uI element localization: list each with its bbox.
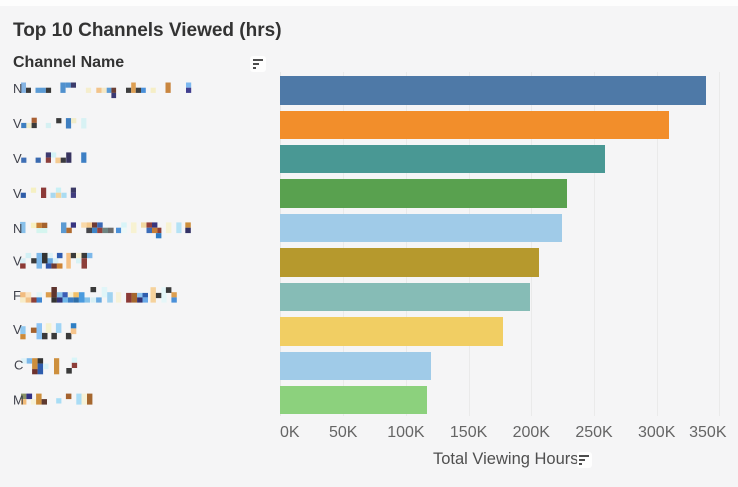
svg-text:V: V [13,116,22,131]
svg-text:N: N [13,221,22,236]
svg-text:M: M [13,392,24,407]
svg-text:V: V [13,186,22,201]
svg-text:N: N [13,81,22,96]
svg-text:C: C [14,358,23,373]
svg-text:V: V [13,151,22,166]
svg-text:V: V [13,322,22,337]
svg-text:V: V [13,254,22,269]
svg-text:F: F [13,288,21,303]
